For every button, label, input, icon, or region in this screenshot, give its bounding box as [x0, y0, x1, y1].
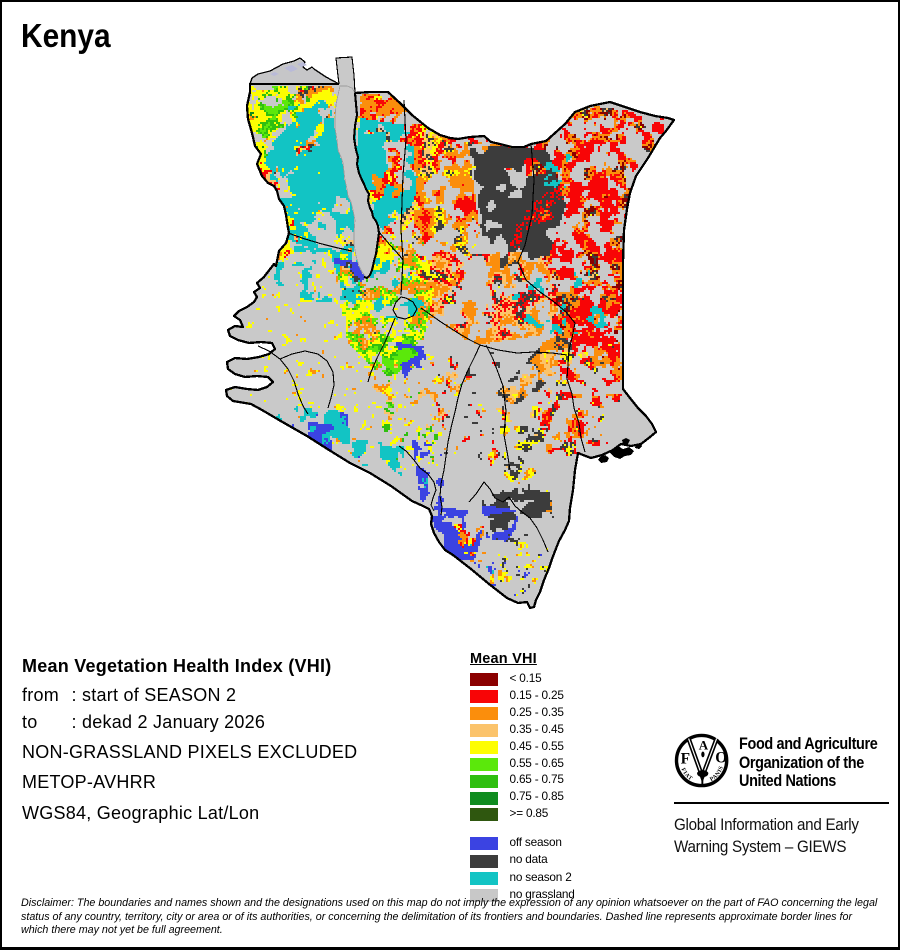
svg-text:O: O — [715, 750, 727, 767]
svg-text:A: A — [699, 737, 709, 752]
svg-text:F: F — [681, 750, 690, 767]
